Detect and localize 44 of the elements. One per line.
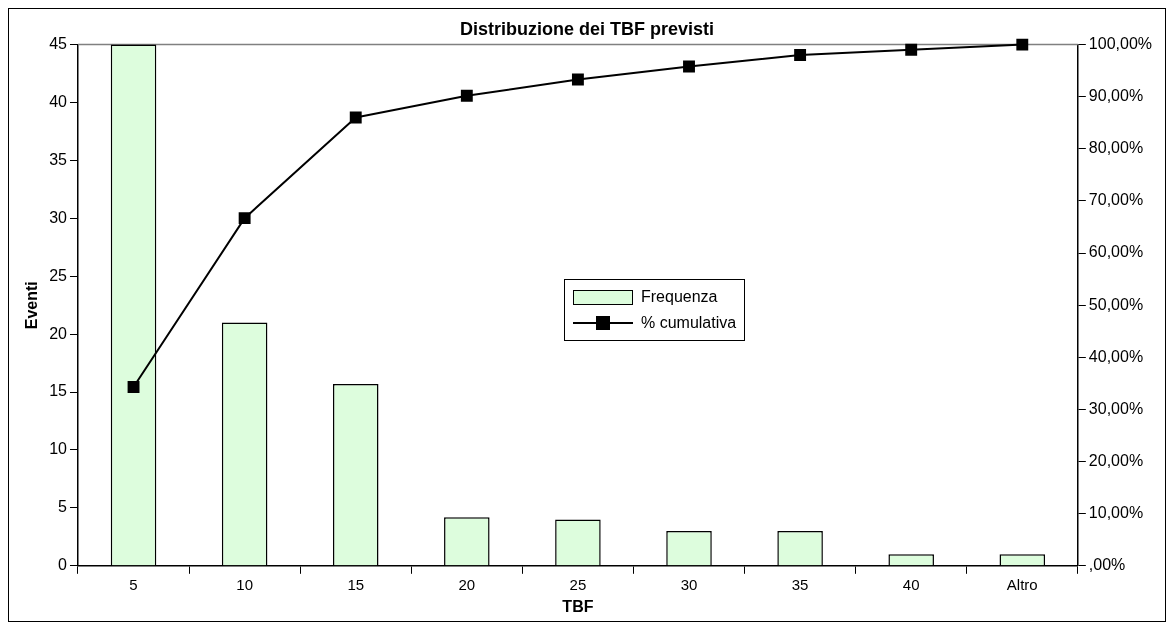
y-tick-label: 25 <box>49 266 68 284</box>
x-tick-label: 5 <box>129 575 138 593</box>
point <box>460 89 473 102</box>
y-tick-label: 15 <box>49 382 68 400</box>
y2-tick-label: ,00% <box>1088 556 1126 574</box>
point <box>905 43 918 56</box>
y-tick-label: 30 <box>49 208 68 226</box>
x-tick-label: Altro <box>1006 575 1038 593</box>
y-tick-label: 10 <box>49 440 68 458</box>
y2-tick-label: 30,00% <box>1088 399 1144 417</box>
y2-tick-label: 50,00% <box>1088 295 1144 313</box>
y-tick-label: 45 <box>49 35 68 53</box>
y-tick-label: 5 <box>58 498 68 516</box>
x-tick-label: 20 <box>458 575 476 593</box>
y-tick-label: 40 <box>49 92 68 110</box>
y-tick-label: 20 <box>49 324 68 342</box>
point <box>349 111 362 124</box>
y2-tick-label: 20,00% <box>1088 451 1144 469</box>
y-tick-label: 0 <box>58 556 68 574</box>
x-tick-label: 40 <box>902 575 920 593</box>
point <box>238 212 251 225</box>
point <box>127 381 140 393</box>
point <box>571 73 584 86</box>
y-axis-title: Eventi <box>23 281 41 330</box>
y2-tick-label: 60,00% <box>1088 243 1144 261</box>
x-tick-label: 10 <box>236 575 253 593</box>
legend-label: Frequenza <box>641 287 718 307</box>
x-tick-label: 30 <box>680 575 698 593</box>
x-tick-label: 15 <box>347 575 365 593</box>
legend-label: % cumulativa <box>641 313 737 333</box>
point <box>1016 38 1029 51</box>
y2-tick-label: 80,00% <box>1088 139 1144 157</box>
x-axis-title: TBF <box>562 597 594 615</box>
x-tick-label: 25 <box>569 575 587 593</box>
y-tick-label: 35 <box>49 150 68 168</box>
y2-tick-label: 100,00% <box>1088 35 1153 53</box>
point <box>683 60 695 73</box>
y2-tick-label: 70,00% <box>1088 191 1144 209</box>
chart-title: Distribuzione dei TBF previsti <box>459 18 715 39</box>
y2-tick-label: 10,00% <box>1088 504 1144 522</box>
point <box>794 49 807 61</box>
y2-tick-label: 90,00% <box>1088 87 1144 105</box>
y2-tick-label: 40,00% <box>1088 347 1144 365</box>
x-tick-label: 35 <box>791 575 809 593</box>
